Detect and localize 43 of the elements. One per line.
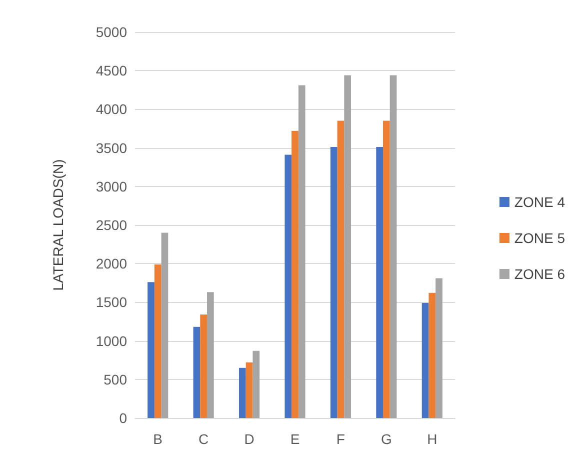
bar (422, 302, 429, 418)
y-tick-label: 1000 (96, 332, 128, 349)
bar (193, 326, 200, 418)
bar (207, 292, 214, 418)
bar (344, 75, 351, 418)
x-tick-label: C (198, 431, 209, 447)
x-tick-label: B (153, 431, 163, 447)
bar (239, 368, 246, 418)
bar (376, 147, 383, 418)
x-tick-label: E (290, 431, 300, 447)
y-tick-label: 2500 (96, 217, 128, 233)
bar (390, 75, 397, 418)
y-tick-label: 4000 (96, 101, 128, 118)
bar (292, 130, 298, 418)
bar (428, 292, 436, 418)
x-tick-label: G (380, 431, 392, 447)
x-tick-label: F (336, 431, 345, 447)
bar (298, 85, 306, 418)
legend-label: ZONE 5 (514, 230, 566, 246)
bar (161, 232, 168, 418)
y-tick-label: 500 (104, 371, 128, 388)
x-tick-label: H (427, 431, 438, 447)
bar (200, 314, 207, 418)
bar (252, 350, 260, 418)
x-tick-label: D (244, 431, 254, 447)
bar (330, 147, 338, 418)
bar (383, 120, 390, 418)
bar (337, 120, 344, 418)
legend-label: ZONE 4 (514, 194, 566, 210)
y-tick-label: 2000 (96, 256, 128, 272)
y-tick-label: 4500 (96, 62, 128, 79)
bar (436, 278, 442, 418)
y-tick-label: 0 (119, 410, 128, 426)
y-tick-label: 3000 (96, 178, 128, 194)
y-axis-title: LATERAL LOADS(N) (50, 159, 66, 291)
y-tick-label: 3500 (96, 140, 128, 156)
y-tick-label: 5000 (96, 24, 128, 40)
legend-label: ZONE 6 (514, 266, 566, 282)
bar (284, 154, 292, 418)
bar (154, 264, 162, 418)
y-tick-label: 1500 (96, 294, 128, 310)
bar (148, 282, 154, 418)
bar (246, 362, 253, 418)
